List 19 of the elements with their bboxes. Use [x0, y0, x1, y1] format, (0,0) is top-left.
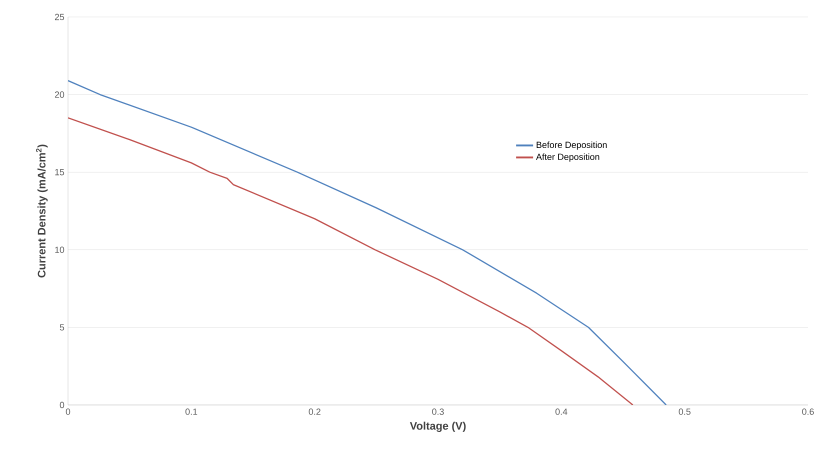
x-tick-label: 0.4 [555, 408, 568, 415]
y-tick-label: 10 [55, 246, 64, 253]
x-tick-label: 0.6 [802, 408, 814, 415]
x-tick-label: 0.1 [185, 408, 198, 415]
line-series [68, 80, 667, 405]
x-tick-label: 0.2 [308, 408, 320, 415]
x-axis-title: Voltage (V) [410, 422, 466, 432]
x-tick-label: 0 [66, 408, 70, 415]
legend-label: After Deposition [536, 153, 600, 162]
y-tick-label: 20 [54, 91, 64, 98]
x-tick-label: 0.3 [432, 408, 444, 415]
y-tick-label: 15 [55, 169, 64, 176]
line-series [68, 117, 634, 405]
y-tick-label: 5 [60, 324, 64, 331]
y-tick-label: 0 [60, 402, 64, 408]
y-tick-label: 25 [54, 14, 64, 20]
legend-label: Before Deposition [536, 141, 607, 150]
y-axis-title: Current Density (mA/cm$^{2}$) [36, 144, 48, 278]
x-tick-label: 0.5 [678, 408, 691, 415]
